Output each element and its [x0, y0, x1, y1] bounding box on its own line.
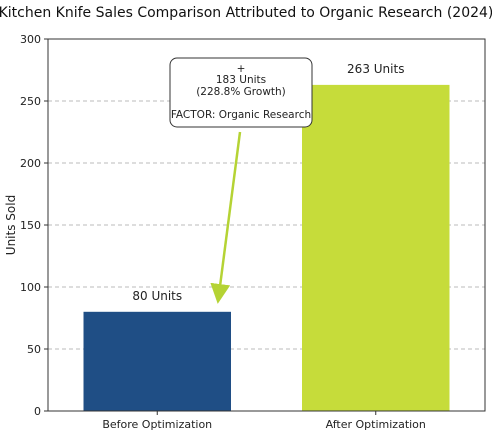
bar — [83, 311, 231, 411]
y-axis-label: Units Sold — [4, 195, 18, 255]
y-tick-label: 300 — [20, 33, 41, 46]
x-tick-label: After Optimization — [326, 418, 426, 431]
y-ticks: 0 50 100 150 200 250 300 — [20, 33, 48, 418]
x-tick-label: Before Optimization — [102, 418, 212, 431]
annotation-line: (228.8% Growth) — [196, 86, 286, 98]
annotation-arrow — [210, 131, 242, 304]
y-tick-label: 200 — [20, 157, 41, 170]
y-tick-label: 150 — [20, 219, 41, 232]
bars — [83, 84, 450, 411]
annotation-line: 183 Units — [216, 74, 266, 86]
bar-data-label: 80 Units — [132, 289, 182, 303]
y-tick-label: 100 — [20, 281, 41, 294]
bar-data-labels: 80 Units 263 Units — [132, 62, 404, 303]
annotation-line: FACTOR: Organic Research — [171, 109, 311, 121]
annotation-box — [169, 57, 313, 128]
y-tick-label: 250 — [20, 95, 41, 108]
annotation: +183 Units(228.8% Growth) FACTOR: Organic… — [169, 57, 313, 304]
annotation-line: + — [237, 63, 246, 75]
y-tick-label: 0 — [34, 405, 41, 418]
bar — [302, 84, 450, 411]
x-ticks: Before Optimization After Optimization — [102, 411, 426, 431]
plot-frame — [47, 38, 486, 412]
bar-data-label: 263 Units — [347, 62, 404, 76]
chart-title: Kitchen Knife Sales Comparison Attribute… — [0, 5, 492, 21]
y-tick-label: 50 — [27, 343, 41, 356]
